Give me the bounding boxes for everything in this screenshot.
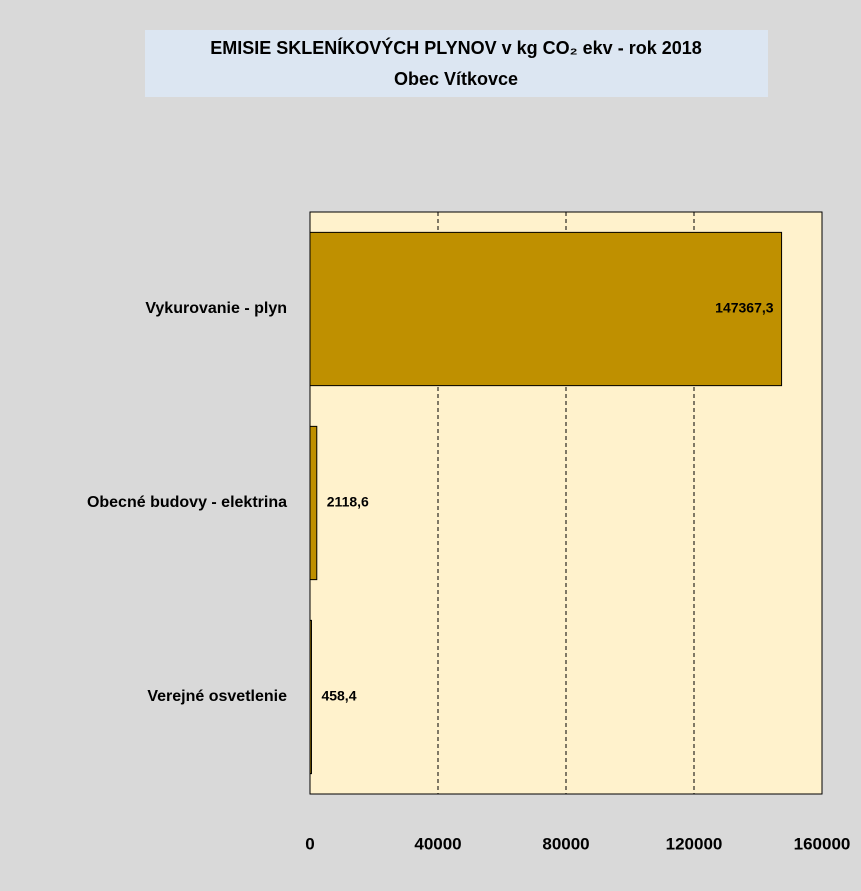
bar: [309, 425, 318, 581]
chart-subtitle: Obec Vítkovce: [394, 69, 518, 89]
x-tick-label: 80000: [542, 834, 589, 853]
x-tick-label: 40000: [414, 834, 461, 853]
chart-title: EMISIE SKLENÍKOVÝCH PLYNOV v kg CO₂ ekv …: [210, 37, 702, 58]
y-tick-label: Verejné osvetlenie: [147, 688, 287, 705]
y-tick-label: Vykurovanie - plyn: [145, 300, 287, 317]
value-label: 458,4: [321, 688, 356, 704]
bar: [309, 231, 783, 387]
plot-border: [309, 211, 823, 795]
title-box: [145, 30, 768, 97]
value-label: 2118,6: [327, 494, 369, 510]
y-tick-label: Obecné budovy - elektrina: [87, 494, 287, 511]
value-label: 147367,3: [715, 300, 774, 316]
x-tick-label: 0: [305, 834, 314, 853]
x-tick-label: 120000: [666, 834, 723, 853]
x-tick-label: 160000: [794, 834, 851, 853]
